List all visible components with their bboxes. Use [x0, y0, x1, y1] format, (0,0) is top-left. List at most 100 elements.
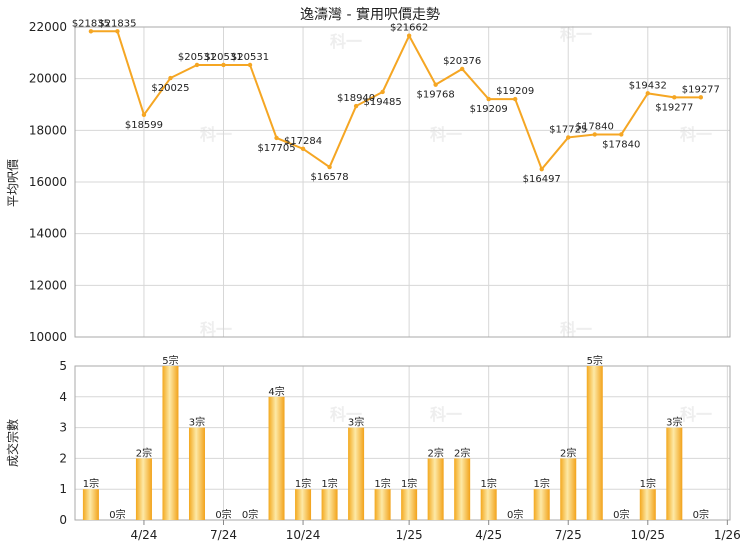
price-point-label: $19432 [629, 80, 667, 91]
price-y-tick-label: 12000 [29, 278, 67, 292]
transaction-bar-label: 4宗 [268, 385, 284, 398]
price-point [433, 82, 438, 87]
transaction-bar [666, 427, 683, 520]
transaction-bar [295, 489, 312, 520]
transaction-bar [427, 458, 444, 520]
price-point [698, 95, 704, 100]
transaction-bar-label: 0宗 [242, 508, 258, 521]
price-point [619, 132, 624, 137]
transaction-bar-label: 0宗 [507, 508, 523, 521]
transaction-bar-label: 2宗 [560, 446, 576, 459]
x-tick-label: 1/26 [714, 528, 740, 542]
price-point [168, 75, 173, 81]
x-tick-label: 10/25 [630, 528, 665, 542]
x-tick-label: 4/25 [475, 528, 502, 542]
transaction-bar-label: 3宗 [666, 416, 682, 429]
transaction-bar [135, 458, 152, 520]
price-point [274, 135, 279, 141]
chart-title: 逸濤灣 - 實用呎價走勢 [300, 6, 440, 23]
price-point-label: $19768 [417, 90, 455, 101]
price-point [141, 112, 147, 118]
count-y-tick-label: 1 [59, 482, 67, 496]
price-plot-frame [74, 26, 731, 338]
count-y-tick-label: 2 [59, 451, 67, 465]
x-tick-label: 7/25 [555, 528, 582, 542]
transaction-bar-label: 0宗 [693, 508, 709, 521]
transaction-bar [321, 489, 338, 520]
transaction-bar-label: 1宗 [295, 477, 311, 490]
price-point [645, 91, 650, 96]
price-point [88, 29, 94, 34]
count-y-ticks: 0 1 2 3 4 5 [59, 359, 67, 527]
price-point-label: $16497 [523, 174, 561, 185]
price-point-label: $20025 [151, 83, 189, 94]
count-y-tick-label: 5 [59, 359, 67, 373]
transaction-bar-label: 2宗 [454, 446, 470, 459]
transaction-bar-label: 1宗 [321, 477, 337, 490]
price-point-label: $17840 [602, 139, 640, 150]
transaction-bar [348, 427, 365, 520]
count-y-tick-label: 4 [59, 390, 67, 404]
watermark-text: 科一 [680, 125, 712, 144]
transaction-bar [480, 489, 497, 520]
price-point [221, 62, 226, 68]
price-point-label: $21835 [98, 18, 136, 29]
watermark-text: 科一 [330, 32, 362, 51]
price-y-ticks: 10000 12000 14000 16000 18000 20000 22000 [29, 20, 67, 344]
transaction-bar-label: 0宗 [613, 508, 629, 521]
price-point [672, 95, 677, 100]
x-axis-ticks: 4/24 7/24 10/24 1/25 4/25 7/25 10/25 1/26 [130, 520, 740, 542]
price-point-label: $16578 [310, 172, 348, 183]
price-point-label: $20531 [231, 52, 269, 63]
count-y-tick-label: 3 [59, 421, 67, 435]
x-tick-label: 10/24 [286, 528, 321, 542]
price-y-tick-label: 18000 [29, 123, 67, 137]
price-point [353, 103, 359, 109]
transaction-bar-label: 0宗 [109, 508, 125, 521]
price-line [90, 30, 701, 172]
transaction-bar [82, 489, 99, 520]
transaction-bar [374, 489, 391, 520]
transaction-bar-label: 1宗 [401, 477, 417, 490]
watermark-text: 科一 [680, 405, 712, 424]
transaction-bars [82, 366, 683, 520]
price-point [539, 166, 544, 172]
transaction-bar-label: 1宗 [480, 477, 496, 490]
price-point [115, 29, 120, 34]
price-point-label: $20531 [204, 52, 242, 63]
transaction-bar [188, 427, 205, 520]
transaction-bar [586, 366, 603, 520]
transaction-bar-label: 1宗 [534, 477, 550, 490]
price-point-label: $17840 [576, 121, 614, 132]
price-point-label: $17284 [284, 136, 322, 147]
price-point-label: $19209 [496, 86, 534, 97]
price-y-tick-label: 22000 [29, 20, 67, 34]
watermark-text: 科一 [430, 125, 462, 144]
price-point-label: $20531 [178, 52, 216, 63]
price-point [592, 132, 597, 137]
price-y-tick-label: 10000 [29, 330, 67, 344]
price-point [486, 96, 491, 102]
transaction-bar [454, 458, 471, 520]
price-point [327, 164, 332, 170]
transaction-bar-label: 1宗 [640, 477, 656, 490]
price-point-label: $17725 [549, 124, 587, 135]
price-point-label: $19209 [470, 104, 508, 115]
price-point [513, 96, 518, 102]
price-y-tick-label: 14000 [29, 227, 67, 241]
transaction-bar [162, 366, 179, 520]
price-point [566, 135, 571, 140]
price-y-tick-label: 20000 [29, 72, 67, 86]
price-point-label: $18940 [337, 93, 375, 104]
transaction-bar-label: 3宗 [348, 416, 364, 429]
watermark-text: 科一 [560, 320, 592, 339]
transaction-bar-label: 5宗 [587, 354, 603, 367]
price-y-tick-label: 16000 [29, 175, 67, 189]
watermark-text: 科一 [560, 25, 592, 44]
transaction-bar-label: 5宗 [162, 354, 178, 367]
transaction-bar-label: 3宗 [189, 416, 205, 429]
price-point [406, 33, 412, 38]
transaction-bar-label: 1宗 [83, 477, 99, 490]
